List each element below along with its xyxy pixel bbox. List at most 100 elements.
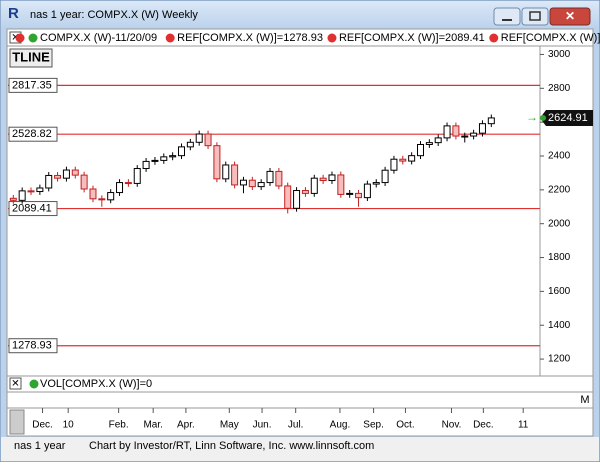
candle [223, 162, 229, 183]
window-buttons[interactable]: ✕ [494, 8, 590, 25]
candle-body [249, 180, 255, 186]
last-arrow: → [526, 110, 538, 124]
candle-body [294, 191, 300, 209]
candle-body [134, 169, 140, 184]
scrollbar[interactable] [10, 410, 24, 434]
ref-label: 2528.82 [12, 128, 52, 140]
x-tick-label: Aug. [330, 420, 351, 431]
candle [46, 172, 52, 191]
candle-body [488, 118, 494, 124]
candle [214, 142, 220, 182]
y-tick-label: 2200 [548, 184, 571, 195]
legend-item: REF[COMPX.X (W)]=1278.93 [177, 32, 323, 44]
candle-body [417, 144, 423, 155]
status-right: Chart by Investor/RT, Linn Software, Inc… [89, 440, 374, 452]
legend-item: COMPX.X (W)-11/20/09 [40, 32, 157, 44]
candle-body [10, 198, 16, 200]
candle-body [223, 165, 229, 179]
candle-body [81, 175, 87, 189]
y-tick-label: 1400 [548, 320, 571, 331]
x-tick-label: May [220, 420, 239, 431]
x-tick-label: Feb. [109, 420, 129, 431]
candle [294, 187, 300, 212]
candle-body [19, 191, 25, 200]
candle-body [409, 156, 415, 161]
x-tick-label: Jun. [253, 420, 272, 431]
candle-body [196, 134, 202, 142]
candle [311, 175, 317, 197]
candle-body [311, 178, 317, 193]
x-tick-label: Nov. [442, 420, 462, 431]
candle-body [435, 138, 441, 143]
candle-body [347, 193, 353, 194]
candle-body [187, 142, 193, 147]
candle-body [329, 175, 335, 181]
candle-body [55, 175, 61, 178]
x-tick-label: 11 [518, 420, 529, 431]
y-tick-label: 3000 [548, 49, 571, 60]
candle-body [320, 178, 326, 180]
status-left: nas 1 year [14, 440, 66, 452]
candle-body [28, 191, 34, 192]
app-icon: R [8, 5, 19, 22]
legend-dot [29, 34, 38, 43]
legend-dot [327, 34, 336, 43]
candle-body [143, 161, 149, 168]
y-tick-label: 1800 [548, 252, 571, 263]
x-tick-label: Jul. [288, 420, 304, 431]
candle-body [382, 170, 388, 182]
candle-body [63, 170, 69, 178]
last-value-label: 2624.91 [548, 112, 588, 124]
candle [276, 168, 282, 189]
legend-item: REF[COMPX.X (W)]=2 [501, 32, 600, 44]
volume-close-icon: ✕ [11, 379, 19, 390]
candle [285, 183, 291, 214]
legend: COMPX.X (W)-11/20/09 REF[COMPX.X (W)]=127… [16, 32, 600, 44]
y-tick-label: 1600 [548, 286, 571, 297]
x-tick-label: Oct. [396, 420, 414, 431]
legend-dot [16, 34, 25, 43]
tool-label: TLINE [12, 49, 50, 64]
candle-body [356, 193, 362, 197]
empty-panel [7, 392, 593, 408]
candle-body [400, 159, 406, 161]
candle-body [364, 184, 370, 198]
candle-body [90, 189, 96, 199]
candle [232, 162, 238, 189]
x-tick-label: Mar. [143, 420, 162, 431]
candle-body [214, 146, 220, 179]
maximize-button[interactable] [522, 8, 548, 25]
x-tick-label: Dec. [473, 420, 494, 431]
candle-body [240, 180, 246, 185]
candle-body [267, 171, 273, 182]
legend-dot [489, 34, 498, 43]
panel-label: M [580, 394, 589, 406]
candle-body [72, 170, 78, 175]
x-tick-label: Apr. [177, 420, 195, 431]
candle [338, 172, 344, 198]
candle [364, 181, 370, 201]
candle-body [161, 157, 167, 161]
candle-body [99, 199, 105, 200]
volume-dot [30, 380, 39, 389]
window-title: nas 1 year: COMPX.X (W) Weekly [30, 9, 198, 21]
ref-label: 1278.93 [12, 340, 52, 352]
candle-body [178, 147, 184, 156]
x-tick-label: Dec. [32, 420, 53, 431]
ref-label: 2817.35 [12, 79, 52, 91]
candle-body [302, 191, 308, 194]
candle-body [471, 133, 477, 136]
plot-area [7, 46, 540, 376]
candle-body [479, 124, 485, 133]
minimize-button[interactable] [494, 8, 520, 25]
x-tick-label: Sep. [363, 420, 384, 431]
candle-body [170, 156, 176, 157]
legend-item: REF[COMPX.X (W)]=2089.41 [339, 32, 485, 44]
candle-body [338, 175, 344, 194]
volume-label: VOL[COMPX.X (W)]=0 [40, 378, 152, 390]
candle-body [285, 186, 291, 208]
close-icon: ✕ [565, 9, 575, 23]
candle-body [117, 183, 123, 193]
legend-dot [166, 34, 175, 43]
